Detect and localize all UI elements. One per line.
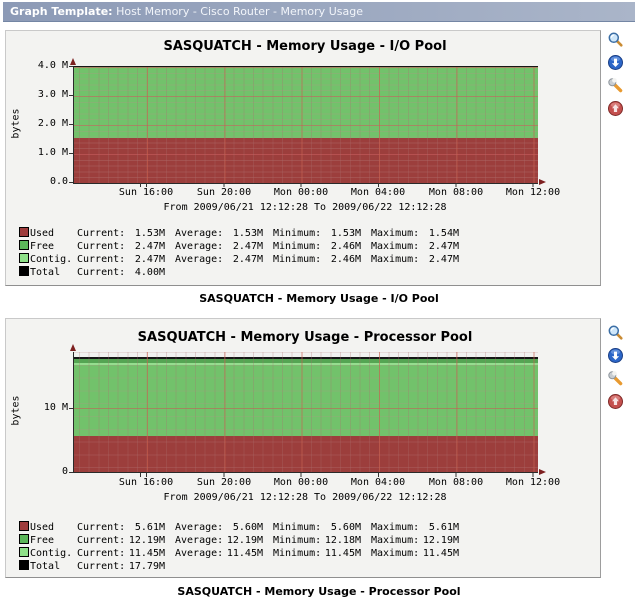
y-axis-label: bytes	[10, 108, 22, 139]
page-header: Graph Template: Host Memory - Cisco Rout…	[3, 2, 635, 22]
legend-swatch-used	[19, 521, 29, 531]
wrench-icon[interactable]	[607, 77, 624, 94]
legend-swatch-contig	[19, 253, 29, 263]
y-tick: 3.0 M	[37, 89, 68, 100]
legend-label: Total	[30, 561, 61, 572]
download-csv-icon[interactable]	[607, 54, 624, 71]
legend-row-free: Free Current: 2.47M Average: 2.47M Minimum: 2.…	[0, 240, 596, 252]
legend-swatch-contig	[19, 547, 29, 557]
legend-row-used: Used Current: 5.61M Average: 5.60M Minimum: 5.…	[0, 521, 596, 533]
x-tick: Mon 00:00	[273, 187, 329, 198]
x-tick: Mon 08:00	[428, 187, 484, 198]
x-axis-arrow	[539, 179, 546, 185]
x-tick: Mon 12:00	[505, 477, 561, 488]
x-tick: Sun 16:00	[118, 187, 174, 198]
x-tick: Sun 16:00	[118, 477, 174, 488]
legend-row-contig: Contig. Current: 11.45M Average: 11.45M Minim…	[0, 547, 596, 559]
graph-title: SASQUATCH - Memory Usage - Processor Poo…	[137, 330, 473, 345]
header-label: Graph Template:	[10, 5, 113, 18]
y-axis-arrow	[70, 344, 76, 351]
x-tick: Mon 04:00	[350, 477, 406, 488]
legend-swatch-total	[19, 560, 29, 570]
y-tick: 0.0	[49, 176, 68, 187]
y-axis-label: bytes	[10, 395, 22, 426]
date-range: From 2009/06/21 12:12:28 To 2009/06/22 1…	[163, 492, 447, 503]
x-tick: Sun 20:00	[196, 187, 252, 198]
legend-swatch-total	[19, 266, 29, 276]
header-title: Host Memory - Cisco Router - Memory Usag…	[116, 5, 363, 18]
x-tick: Mon 00:00	[273, 477, 329, 488]
y-tick-marks	[69, 66, 73, 183]
y-tick: 10 M	[43, 402, 68, 413]
graph-caption: SASQUATCH - Memory Usage - I/O Pool	[199, 292, 439, 305]
legend-swatch-used	[19, 227, 29, 237]
y-tick: 1.0 M	[37, 147, 68, 158]
x-tick-marks	[73, 183, 543, 187]
legend-label: Free	[30, 535, 55, 546]
x-tick: Mon 08:00	[428, 477, 484, 488]
x-tick: Sun 20:00	[196, 477, 252, 488]
x-tick: Mon 04:00	[350, 187, 406, 198]
legend-label: Total	[30, 267, 61, 278]
graph-caption: SASQUATCH - Memory Usage - Processor Poo…	[177, 585, 461, 598]
x-tick: Mon 12:00	[505, 187, 561, 198]
legend-label: Contig.	[30, 254, 73, 265]
legend-label: Contig.	[30, 548, 73, 559]
legend-label: Used	[30, 522, 55, 533]
up-arrow-icon[interactable]	[607, 393, 624, 410]
y-tick-marks	[69, 352, 73, 473]
date-range: From 2009/06/21 12:12:28 To 2009/06/22 1…	[163, 202, 447, 213]
legend-row-total: Total Current: 4.00M	[0, 266, 596, 278]
x-axis-arrow	[539, 469, 546, 475]
legend-swatch-free	[19, 240, 29, 250]
legend-row-contig: Contig. Current: 2.47M Average: 2.47M Minimum…	[0, 253, 596, 265]
y-tick: 0	[61, 466, 68, 477]
legend-swatch-free	[19, 534, 29, 544]
graph-plot-processor-pool[interactable]	[73, 352, 538, 473]
up-arrow-icon[interactable]	[607, 100, 624, 117]
legend-row-total: Total Current: 17.79M	[0, 560, 596, 572]
x-tick-marks	[73, 473, 543, 477]
zoom-icon[interactable]	[607, 31, 624, 48]
legend-label: Free	[30, 241, 55, 252]
y-tick: 2.0 M	[37, 118, 68, 129]
y-axis-arrow	[70, 58, 76, 65]
legend-label: Used	[30, 228, 55, 239]
zoom-icon[interactable]	[607, 324, 624, 341]
graph-title: SASQUATCH - Memory Usage - I/O Pool	[163, 39, 447, 54]
download-csv-icon[interactable]	[607, 347, 624, 364]
y-tick: 4.0 M	[37, 60, 68, 71]
legend-row-free: Free Current: 12.19M Average: 12.19M Minimum:…	[0, 534, 596, 546]
legend-row-used: Used Current: 1.53M Average: 1.53M Minimum: 1.…	[0, 227, 596, 239]
graph-plot-io-pool[interactable]	[73, 66, 538, 184]
wrench-icon[interactable]	[607, 370, 624, 387]
